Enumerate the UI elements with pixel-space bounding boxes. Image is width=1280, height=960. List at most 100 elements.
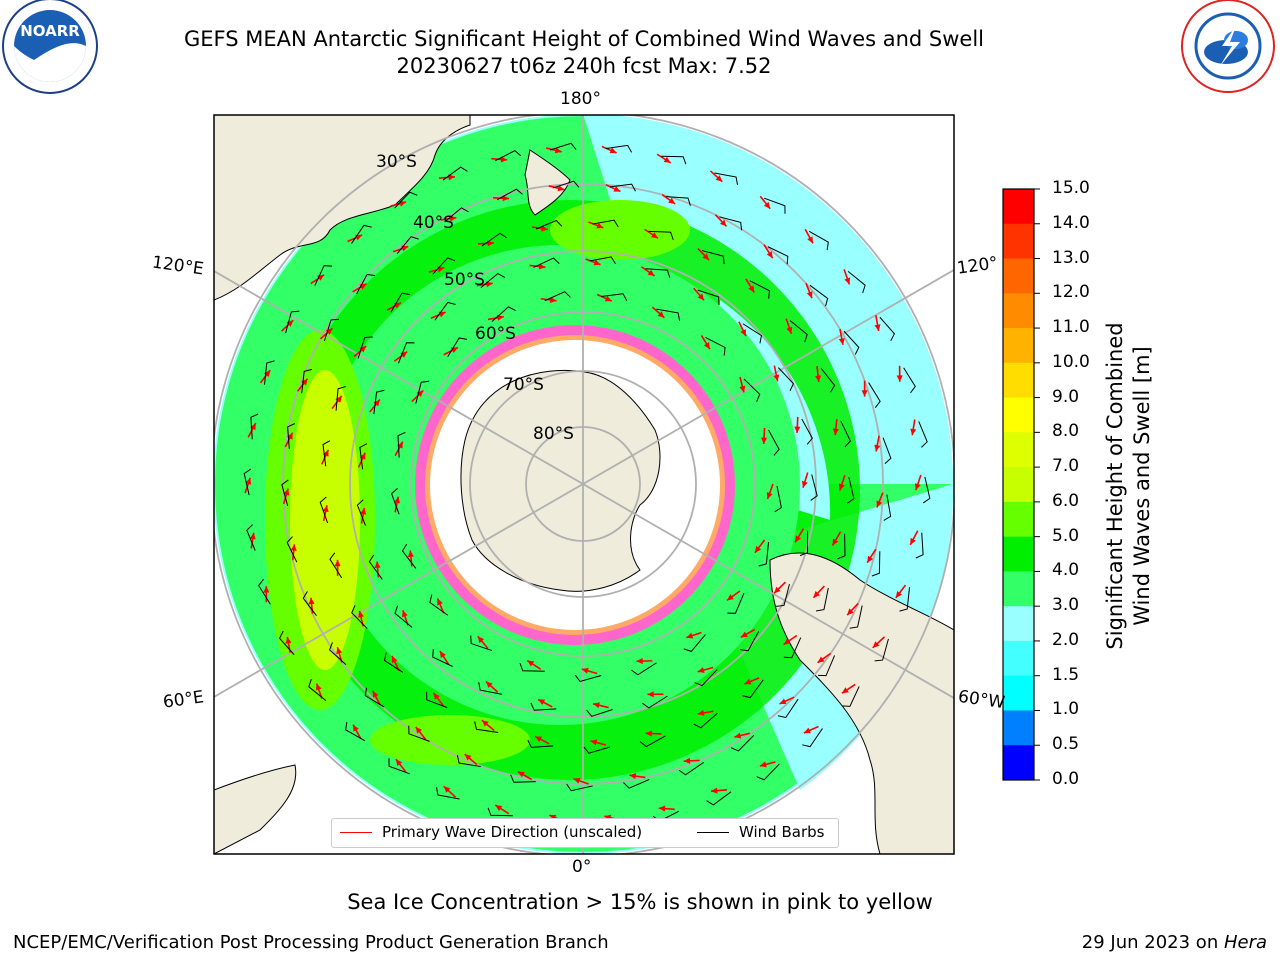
wave-arrow-head <box>541 225 548 232</box>
wind-barb <box>356 499 366 526</box>
wind-barb <box>879 316 896 342</box>
wave-arrow-head <box>697 293 705 301</box>
wind-barb <box>899 587 911 612</box>
wind-barb <box>359 443 368 470</box>
wave-arrow-head <box>401 610 408 618</box>
wind-barb <box>756 763 780 781</box>
wave-arrow-head <box>895 591 903 598</box>
wave-arrow-head <box>250 423 256 431</box>
wave-arrow-head <box>726 594 734 601</box>
wind-barb <box>278 630 295 656</box>
wind-barb <box>589 256 616 264</box>
wave-arrow-head <box>613 186 621 192</box>
wind-barb <box>694 669 718 687</box>
wind-barb <box>774 485 782 513</box>
wind-barb <box>764 197 786 214</box>
wind-barb <box>922 476 931 504</box>
wind-barb <box>645 268 671 278</box>
wave-arrow-head <box>645 730 652 737</box>
wave-arrow-head <box>719 219 727 227</box>
wave-arrow-head <box>373 399 380 407</box>
wind-barb <box>496 188 523 201</box>
wind-barb <box>314 265 333 286</box>
wind-barb <box>874 638 889 662</box>
wind-barb <box>666 196 691 206</box>
wave-arrow-head <box>263 586 270 593</box>
wave-arrow-head <box>249 532 256 540</box>
lat-label-70s: 70°S <box>503 375 544 395</box>
south-america-land <box>769 552 954 854</box>
wind-barb <box>648 230 674 240</box>
wind-barb <box>426 691 448 709</box>
colorbar-segment <box>1003 745 1034 781</box>
wave-arrow-head <box>287 432 293 440</box>
wind-barb <box>592 219 619 228</box>
wind-barb <box>250 413 259 440</box>
wave-arrow-head <box>817 656 825 663</box>
wave-arrow-head <box>813 591 820 598</box>
wind-barb <box>429 594 449 616</box>
wind-barb <box>390 487 400 515</box>
wave-arrow-head <box>397 441 403 449</box>
wave-arrow-head <box>754 545 762 553</box>
wind-barb <box>415 380 430 404</box>
wind-barb <box>243 468 252 496</box>
colorbar-title-line2: Wind Waves and Swell [m] <box>1130 346 1154 626</box>
wind-barb <box>356 273 376 295</box>
wind-barb <box>574 674 602 683</box>
colorbar-segment <box>1003 258 1034 294</box>
wind-barb <box>478 682 502 695</box>
wave-arrow-head <box>838 483 845 491</box>
wind-barb <box>656 308 681 321</box>
wave-arrow-head <box>838 338 845 345</box>
wind-barb <box>470 635 493 652</box>
wind-barb <box>566 783 593 792</box>
colorbar-tick-label: 3.0 <box>1052 595 1080 616</box>
colorbar-segment <box>1003 501 1034 538</box>
wave-arrow-head <box>697 667 705 674</box>
wind-barb <box>263 360 275 385</box>
wave-arrow-head <box>841 687 849 694</box>
wave-arrow-head <box>407 550 414 558</box>
wave-arrow-head <box>609 147 617 154</box>
wind-barb <box>351 224 372 244</box>
wave-arrow-head <box>744 678 752 685</box>
wave-arrow-head <box>807 236 813 244</box>
wind-barb <box>808 230 829 251</box>
wind-barb <box>631 662 657 676</box>
colorbar-tick-label: 2.0 <box>1052 629 1080 650</box>
wind-barb <box>345 721 366 742</box>
wind-barb <box>357 336 373 359</box>
wind-barb <box>246 524 256 551</box>
wave-arrow-head <box>500 156 508 163</box>
wind-barb <box>837 533 846 560</box>
wave-arrow-head <box>374 561 381 569</box>
wave-arrow-head <box>554 147 562 154</box>
wind-barb <box>495 150 522 162</box>
antarctica-land <box>460 369 661 592</box>
wind-barb <box>544 291 571 302</box>
wave-arrow-head <box>527 660 535 667</box>
wave-arrow-head <box>360 507 367 515</box>
colorbar-segment <box>1003 536 1034 572</box>
wave-arrow-head <box>766 251 773 259</box>
wave-arrow-head <box>702 253 710 261</box>
new-zealand-land <box>524 149 571 216</box>
lat-label-60s: 60°S <box>475 324 516 344</box>
colorbar-segment <box>1003 606 1034 642</box>
wave-arrow-head <box>795 535 802 543</box>
wave-arrow-head <box>394 496 401 504</box>
footer-date-text: 29 Jun 2023 on <box>1081 932 1224 953</box>
wind-barb <box>802 728 823 748</box>
wind-barb <box>390 292 410 313</box>
wave-arrow-head <box>896 375 903 382</box>
wind-barb <box>818 655 836 677</box>
wave-arrow-head <box>739 385 746 393</box>
wind-barb <box>286 536 298 563</box>
colorbar-tick-label: 14.0 <box>1052 212 1090 233</box>
wind-barb <box>693 712 718 729</box>
wave-arrow-head <box>629 773 637 780</box>
wind-barb <box>809 284 829 307</box>
wave-arrow-head <box>464 754 472 761</box>
